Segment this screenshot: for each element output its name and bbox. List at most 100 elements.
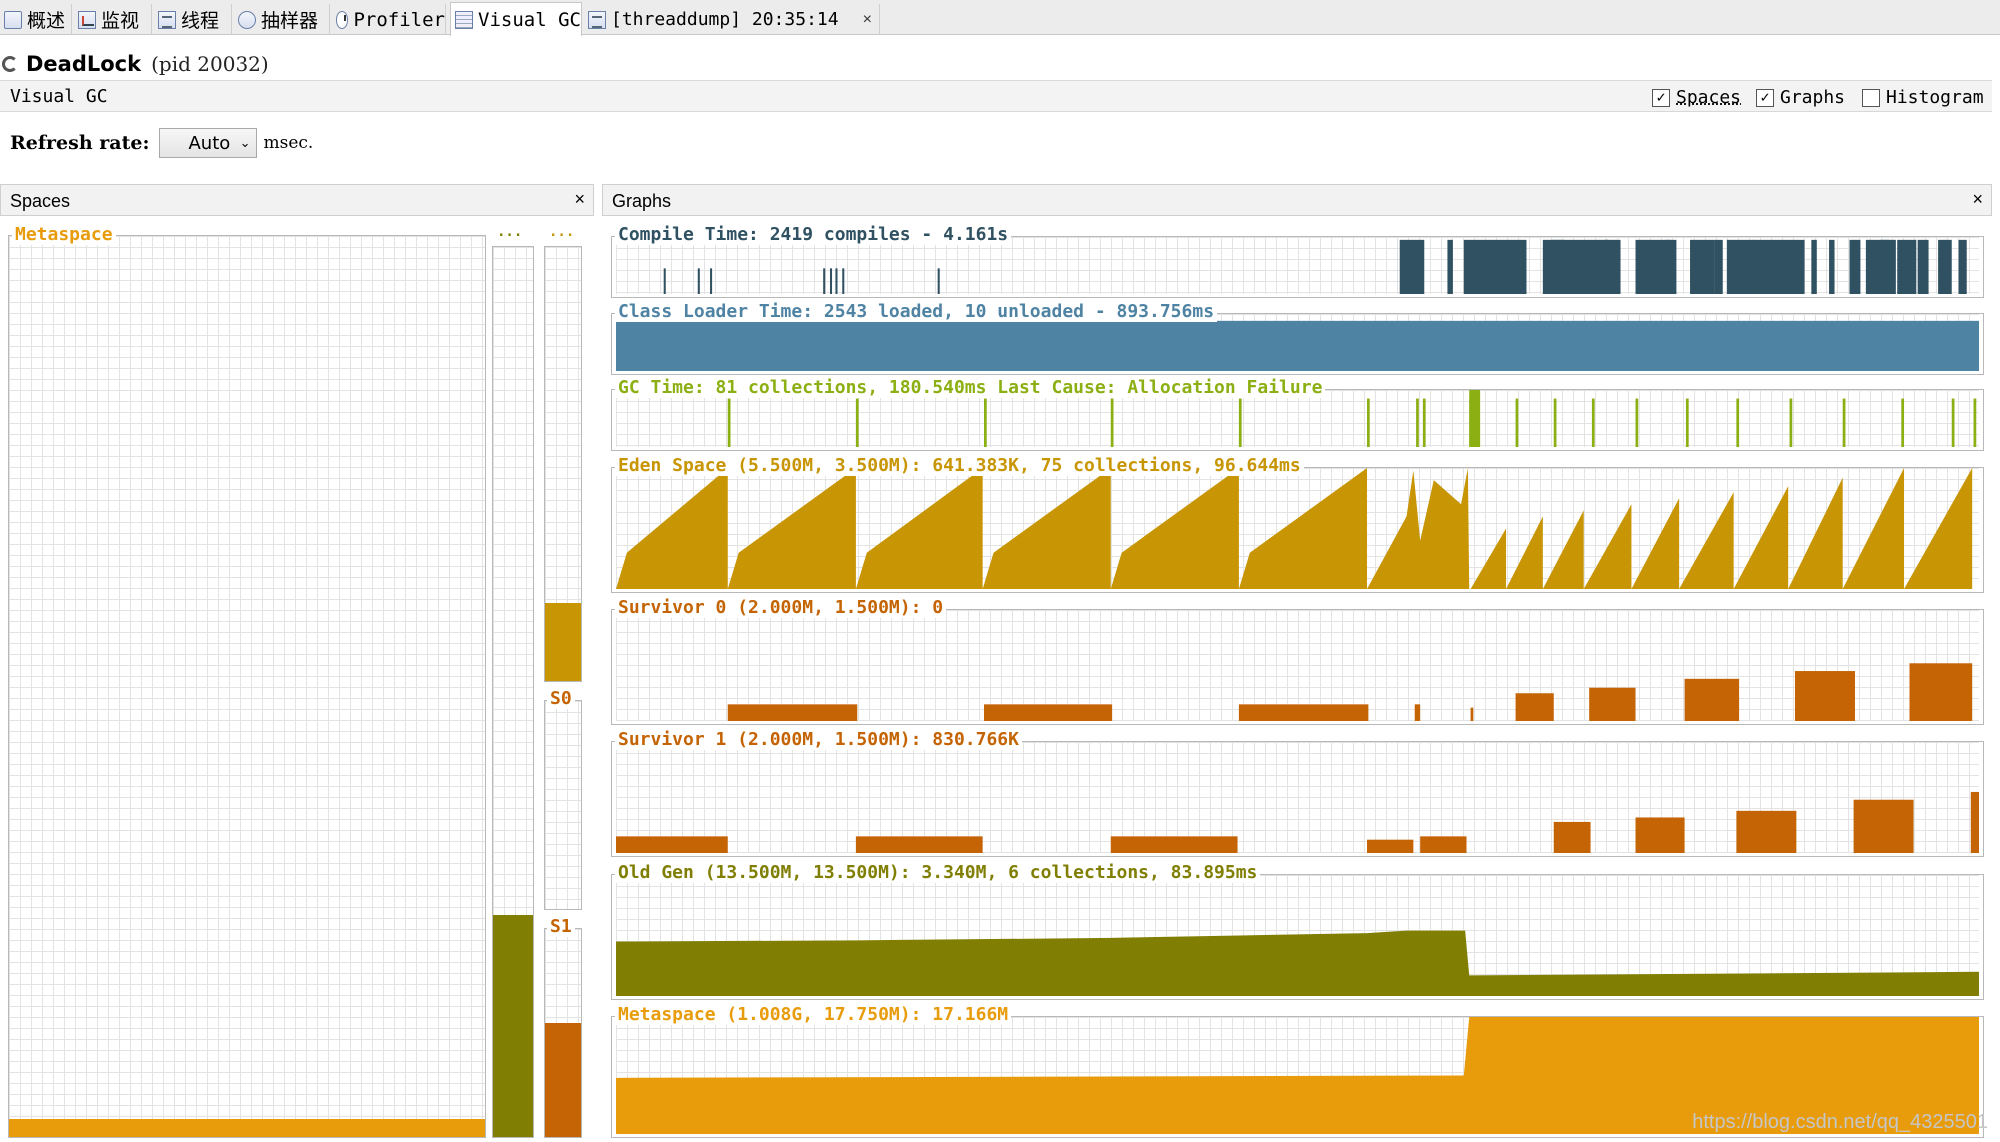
- compile-burst: [1726, 239, 1755, 294]
- s1-usage-block: [1853, 799, 1914, 853]
- gc-spike: [727, 398, 731, 447]
- gc-spike: [1842, 398, 1846, 447]
- gc-spike: [1110, 398, 1114, 447]
- tab-sampler[interactable]: 抽样器: [234, 4, 330, 35]
- graph-gc-time: GC Time: 81 collections, 180.540ms Last …: [611, 377, 1984, 451]
- gc-spike: [1973, 398, 1977, 447]
- compile-spike: [937, 268, 940, 294]
- gc-spike: [1422, 398, 1426, 447]
- gc-spike: [1553, 398, 1557, 447]
- compile-spike: [835, 268, 838, 294]
- compile-burst: [1938, 239, 1952, 294]
- class-loader-area: [616, 320, 1979, 371]
- compile-burst: [1752, 239, 1805, 294]
- refresh-rate-select[interactable]: Auto ⌄: [159, 128, 258, 158]
- metaspace-usage-area: [616, 1017, 1979, 1134]
- close-spaces-icon[interactable]: ×: [574, 189, 585, 209]
- class-loader-label: Class Loader Time: 2543 loaded, 10 unloa…: [615, 301, 1218, 322]
- threaddump-icon: [588, 10, 606, 29]
- close-graphs-icon[interactable]: ×: [1972, 189, 1983, 209]
- info-icon: [4, 10, 22, 29]
- class-loader-chart: [616, 320, 1979, 371]
- histogram-checkbox[interactable]: Histogram: [1862, 87, 1984, 108]
- compile-spike: [663, 268, 666, 294]
- s0-usage-block: [1684, 678, 1740, 721]
- eden-space-label: ...: [546, 224, 578, 240]
- metaspace-chart: [616, 1017, 1979, 1134]
- compile-burst: [1811, 239, 1817, 294]
- eden-usage-area: [616, 468, 1979, 589]
- spaces-checkbox[interactable]: ✓ Spaces: [1652, 87, 1741, 108]
- gc-time-label: GC Time: 81 collections, 180.540ms Last …: [615, 377, 1326, 398]
- old-gen-usage-area: [616, 930, 1979, 996]
- s0-usage-block: [1515, 693, 1554, 721]
- graph-survivor1: Survivor 1 (2.000M, 1.500M): 830.766K: [611, 729, 1984, 857]
- metaspace-space-label: Metaspace: [12, 224, 116, 245]
- tab-threaddump[interactable]: [threaddump] 20:35:14 ×: [584, 4, 880, 35]
- compile-spike: [697, 268, 700, 294]
- compile-burst: [1399, 239, 1425, 294]
- spaces-panel-title: Spaces: [10, 191, 71, 211]
- compile-burst: [1665, 239, 1677, 294]
- loading-spinner-icon: [2, 56, 18, 72]
- old-gen-graph-label: Old Gen (13.500M, 13.500M): 3.340M, 6 co…: [615, 862, 1261, 883]
- eden-space-chart: [616, 468, 1979, 589]
- spaces-panel-header: Spaces ×: [0, 184, 594, 216]
- compile-spike: [842, 268, 845, 294]
- gc-spike: [1789, 398, 1793, 447]
- gc-spike: [1635, 398, 1639, 447]
- survivor0-space: [544, 700, 582, 910]
- tab-visual-gc[interactable]: Visual GC: [450, 2, 582, 36]
- survivor0-graph-label: Survivor 0 (2.000M, 1.500M): 0: [615, 597, 947, 618]
- s1-usage-block: [1970, 791, 1979, 853]
- app-pid: (pid 20032): [151, 52, 269, 76]
- refresh-rate-label: Refresh rate:: [10, 132, 150, 154]
- checkbox-spaces-box[interactable]: ✓: [1652, 88, 1670, 107]
- compile-time-label: Compile Time: 2419 compiles - 4.161s: [615, 224, 1012, 245]
- monitor-chart-icon: [78, 10, 96, 29]
- compile-burst: [1552, 239, 1609, 294]
- graphs-checkbox[interactable]: ✓ Graphs: [1756, 87, 1845, 108]
- graph-class-loader: Class Loader Time: 2543 loaded, 10 unloa…: [611, 301, 1984, 375]
- graph-metaspace: Metaspace (1.008G, 17.750M): 17.166M: [611, 1004, 1984, 1138]
- gc-spike: [1901, 398, 1905, 447]
- metaspace-fill: [9, 1118, 485, 1137]
- compile-burst: [1829, 239, 1835, 294]
- s1-usage-block: [1635, 817, 1685, 853]
- checkbox-graphs-box[interactable]: ✓: [1756, 88, 1774, 107]
- s1-usage-block: [855, 836, 983, 853]
- compile-burst: [1958, 239, 1967, 294]
- survivor1-space-label: S1: [547, 916, 575, 937]
- eden-space: [544, 246, 582, 682]
- gc-time-chart: [727, 390, 1977, 447]
- graph-eden-space: Eden Space (5.500M, 3.500M): 641.383K, 7…: [611, 455, 1984, 593]
- checkbox-histogram-box[interactable]: [1862, 88, 1880, 107]
- compile-spike: [823, 268, 826, 294]
- compile-burst: [1880, 239, 1890, 294]
- s0-usage-block: [1238, 704, 1369, 721]
- tab-profiler[interactable]: Profiler: [332, 4, 446, 35]
- refresh-rate-unit: msec.: [263, 133, 314, 153]
- s1-usage-block: [1553, 821, 1591, 853]
- survivor0-space-label: S0: [547, 688, 575, 709]
- compile-burst: [1849, 239, 1861, 294]
- tab-threads[interactable]: 线程: [154, 4, 232, 35]
- compile-burst: [1897, 239, 1917, 294]
- gc-spike: [1591, 398, 1595, 447]
- s0-usage-block: [1794, 671, 1855, 721]
- visual-gc-header: Visual GC ✓ Spaces ✓ Graphs Histogram: [0, 80, 1992, 112]
- gc-spike: [1238, 398, 1242, 447]
- sampler-icon: [238, 10, 256, 29]
- graph-old-gen: Old Gen (13.500M, 13.500M): 3.340M, 6 co…: [611, 862, 1984, 1000]
- s1-usage-block: [616, 836, 728, 853]
- survivor1-fill: [545, 1022, 581, 1137]
- application-title: DeadLock (pid 20032): [0, 44, 269, 84]
- s0-usage-block: [1414, 704, 1421, 721]
- metaspace-space: [8, 235, 486, 1138]
- tab-bar: 概述 监视 线程 抽样器 Profiler Visual GC [threadd…: [0, 0, 2000, 36]
- survivor1-graph-label: Survivor 1 (2.000M, 1.500M): 830.766K: [615, 729, 1022, 750]
- compile-burst: [1714, 239, 1723, 294]
- close-tab-icon[interactable]: ×: [862, 10, 872, 28]
- tab-overview[interactable]: 概述: [0, 4, 72, 35]
- tab-monitor[interactable]: 监视: [74, 4, 152, 35]
